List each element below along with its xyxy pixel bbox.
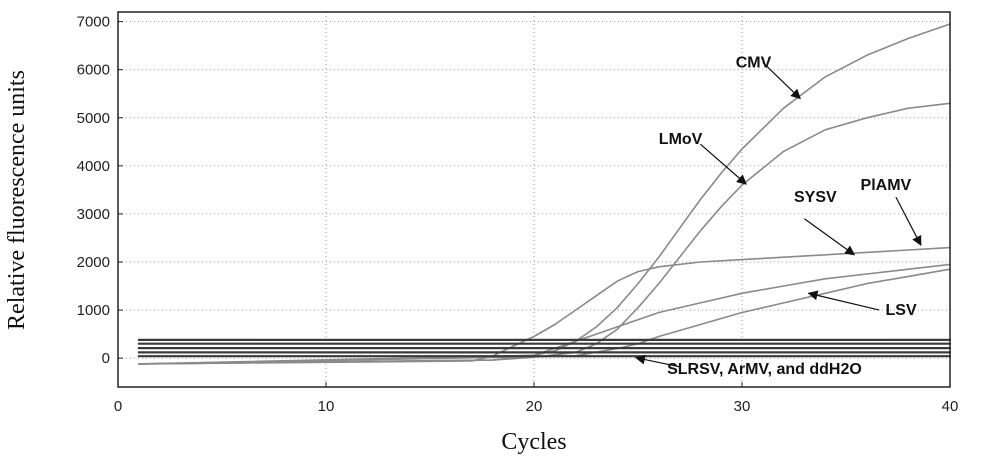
y-tick-label: 0	[102, 350, 110, 367]
annotation-arrow-syvs	[804, 218, 856, 256]
annotation-label-cmv: CMV	[736, 54, 772, 71]
x-tick-label: 10	[318, 398, 335, 415]
annotation-arrow-cmv	[762, 62, 801, 100]
annotation-label-lmov: LMoV	[659, 131, 703, 148]
y-axis-title: Relative fluorescence units	[4, 70, 30, 330]
annotation-arrow-lmov	[700, 143, 747, 185]
annotation-label-negative: SLRSV, ArMV, and ddH2O	[667, 361, 862, 378]
x-axis-title: Cycles	[501, 429, 566, 455]
y-tick-label: 2000	[77, 254, 110, 271]
annotation-layer: CMV LMoV SYSV PlAMV LSV SLRSV, ArMV, and ddH2…	[634, 54, 922, 378]
series-layer	[137, 23, 952, 365]
y-tick-label: 4000	[77, 158, 110, 175]
annotation-arrow-lsv	[807, 290, 880, 311]
grid-layer	[118, 12, 950, 387]
annotation-label-lsv: LSV	[886, 302, 917, 319]
y-tick-label: 3000	[77, 206, 110, 223]
series-line-lsv	[138, 268, 951, 365]
annotation-arrow-plamv	[895, 196, 922, 247]
annotation-label-plamv: PlAMV	[861, 177, 912, 194]
series-line-syvs	[138, 246, 951, 365]
annotation-label-syvs: SYSV	[794, 189, 837, 206]
y-tick-label: 5000	[77, 110, 110, 127]
series-line-lmov	[138, 102, 951, 365]
x-tick-label: 0	[114, 398, 122, 415]
annotation-arrow-negative	[634, 354, 680, 368]
x-tick-label: 40	[942, 398, 959, 415]
x-tick-label: 30	[734, 398, 751, 415]
tick-layer: 0 10 20 30 40 0 1000 2000 3000 4000 5000 6000 7000	[77, 14, 959, 415]
x-tick-label: 20	[526, 398, 543, 415]
y-tick-label: 7000	[77, 14, 110, 31]
y-tick-label: 6000	[77, 62, 110, 79]
y-tick-label: 1000	[77, 302, 110, 319]
